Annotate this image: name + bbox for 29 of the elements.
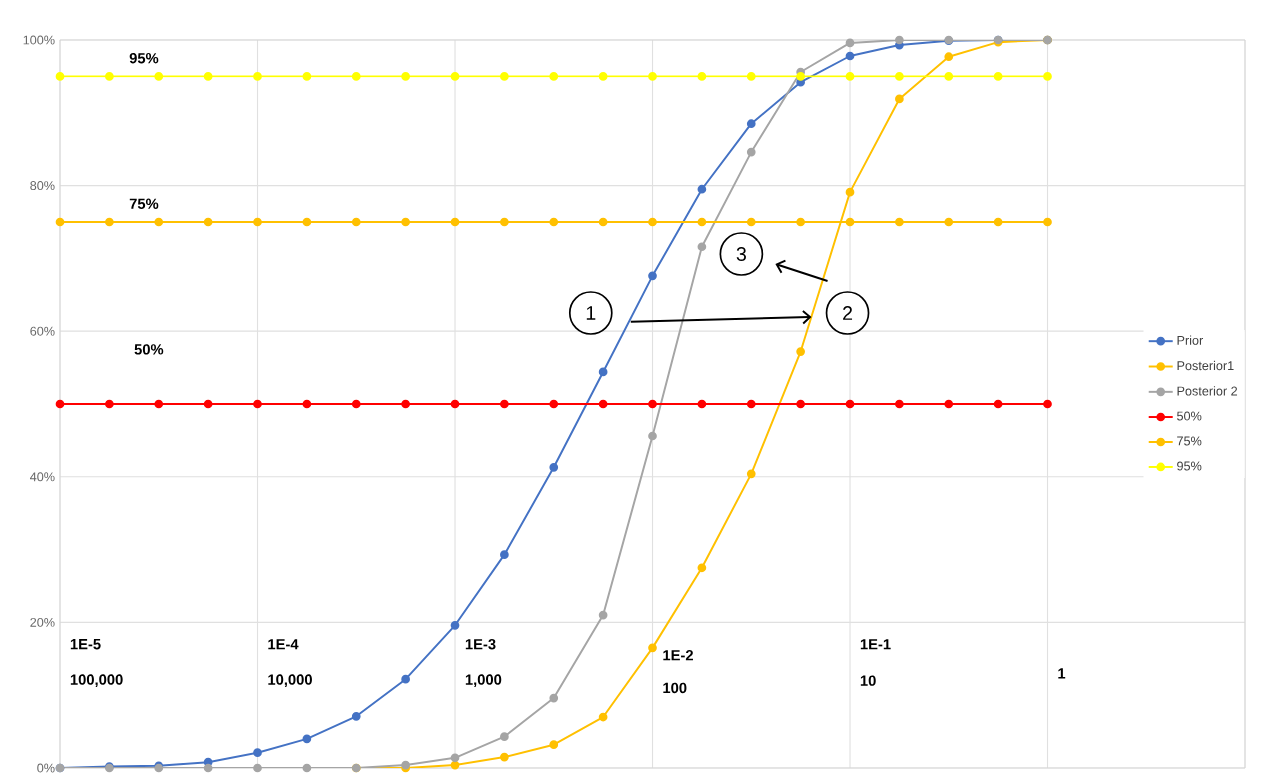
y-tick-label: 0% — [37, 763, 55, 773]
legend-label: 95% — [1177, 461, 1202, 471]
legend-label: Posterior 2 — [1177, 386, 1238, 396]
y-tick-label: 80% — [30, 181, 55, 191]
annotation: 10 — [860, 675, 876, 686]
annotation: 100,000 — [70, 674, 123, 687]
annotation: 1E-1 — [860, 639, 891, 650]
annotation: 1E-3 — [465, 639, 496, 650]
legend-label: 75% — [1177, 436, 1202, 446]
legend-label: 50% — [1177, 411, 1202, 421]
text: 1 — [1058, 668, 1066, 679]
legend-label: Prior — [1177, 335, 1204, 345]
legend-label: Posterior1 — [1177, 360, 1234, 371]
annotation: 10,000 — [268, 674, 312, 687]
y-tick-label: 40% — [30, 472, 55, 482]
annotation: 1,000 — [465, 674, 502, 687]
annotation: 2 — [843, 306, 853, 320]
annotation: 1E-2 — [663, 650, 693, 661]
annotation: 3 — [736, 247, 746, 261]
annotation: 75% — [129, 198, 159, 209]
annotation: 1E-5 — [70, 639, 101, 650]
y-tick-label: 100% — [23, 35, 55, 45]
y-tick-label: 60% — [30, 326, 55, 336]
annotation: 50% — [134, 344, 164, 355]
annotation: 95% — [129, 52, 159, 64]
annotation: 100 — [663, 682, 687, 694]
annotation: 1 — [586, 306, 596, 320]
y-tick-label: 20% — [30, 617, 55, 627]
annotation: 1E-4 — [268, 639, 299, 650]
